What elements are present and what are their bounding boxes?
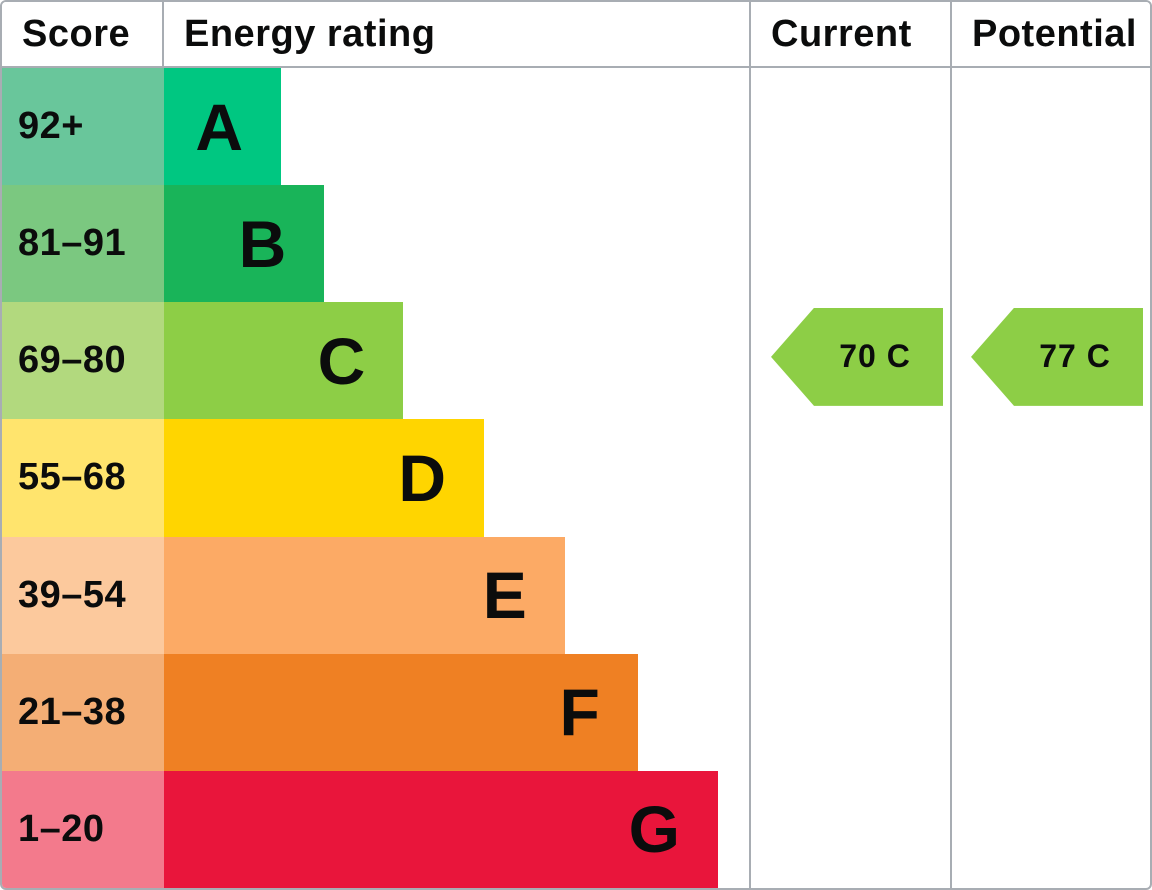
bar-area-c: C bbox=[164, 302, 749, 420]
header-current: Current bbox=[749, 2, 950, 66]
score-range-e: 39–54 bbox=[2, 536, 164, 654]
band-row-f: 21–38 F bbox=[2, 653, 749, 771]
band-bar-f: F bbox=[164, 653, 638, 771]
band-bar-a: A bbox=[164, 68, 281, 186]
chart-header: Score Energy rating Current Potential bbox=[2, 2, 1150, 68]
band-row-a: 92+ A bbox=[2, 68, 749, 186]
bar-area-g: G bbox=[164, 770, 749, 888]
band-row-b: 81–91 B bbox=[2, 185, 749, 303]
header-current-label: Current bbox=[771, 12, 912, 55]
band-bar-d: D bbox=[164, 419, 484, 537]
band-row-c: 69–80 C bbox=[2, 302, 749, 420]
score-range-c: 69–80 bbox=[2, 302, 164, 420]
header-score-label: Score bbox=[22, 12, 131, 55]
current-rating-label: 70 C bbox=[839, 338, 911, 375]
score-range-d: 55–68 bbox=[2, 419, 164, 537]
band-bar-c: C bbox=[164, 302, 404, 420]
header-potential: Potential bbox=[950, 2, 1150, 66]
band-row-d: 55–68 D bbox=[2, 419, 749, 537]
header-energy-rating: Energy rating bbox=[164, 2, 749, 66]
bands-area: 92+ A 81–91 B 69–80 C 55–68 D 39–54 E 21–38 F 1–20 G bbox=[2, 68, 749, 888]
bar-area-f: F bbox=[164, 653, 749, 771]
current-column: 70 C bbox=[749, 68, 950, 888]
band-bar-g: G bbox=[164, 770, 718, 888]
score-range-b: 81–91 bbox=[2, 185, 164, 303]
current-rating-arrow: 70 C bbox=[771, 307, 943, 406]
bar-area-b: B bbox=[164, 185, 749, 303]
header-score: Score bbox=[2, 2, 164, 66]
potential-column: 77 C bbox=[950, 68, 1150, 888]
score-range-g: 1–20 bbox=[2, 770, 164, 888]
band-bar-b: B bbox=[164, 185, 325, 303]
band-row-e: 39–54 E bbox=[2, 536, 749, 654]
score-range-a: 92+ bbox=[2, 68, 164, 186]
score-range-f: 21–38 bbox=[2, 653, 164, 771]
bar-area-d: D bbox=[164, 419, 749, 537]
bar-area-a: A bbox=[164, 68, 749, 186]
potential-rating-arrow: 77 C bbox=[971, 307, 1143, 406]
bar-area-e: E bbox=[164, 536, 749, 654]
potential-rating-label: 77 C bbox=[1039, 338, 1111, 375]
band-bar-e: E bbox=[164, 536, 565, 654]
header-potential-label: Potential bbox=[972, 12, 1137, 55]
header-energy-rating-label: Energy rating bbox=[184, 12, 436, 55]
band-row-g: 1–20 G bbox=[2, 770, 749, 888]
chart-body: 92+ A 81–91 B 69–80 C 55–68 D 39–54 E 21–38 F 1–20 G … bbox=[2, 68, 1150, 888]
